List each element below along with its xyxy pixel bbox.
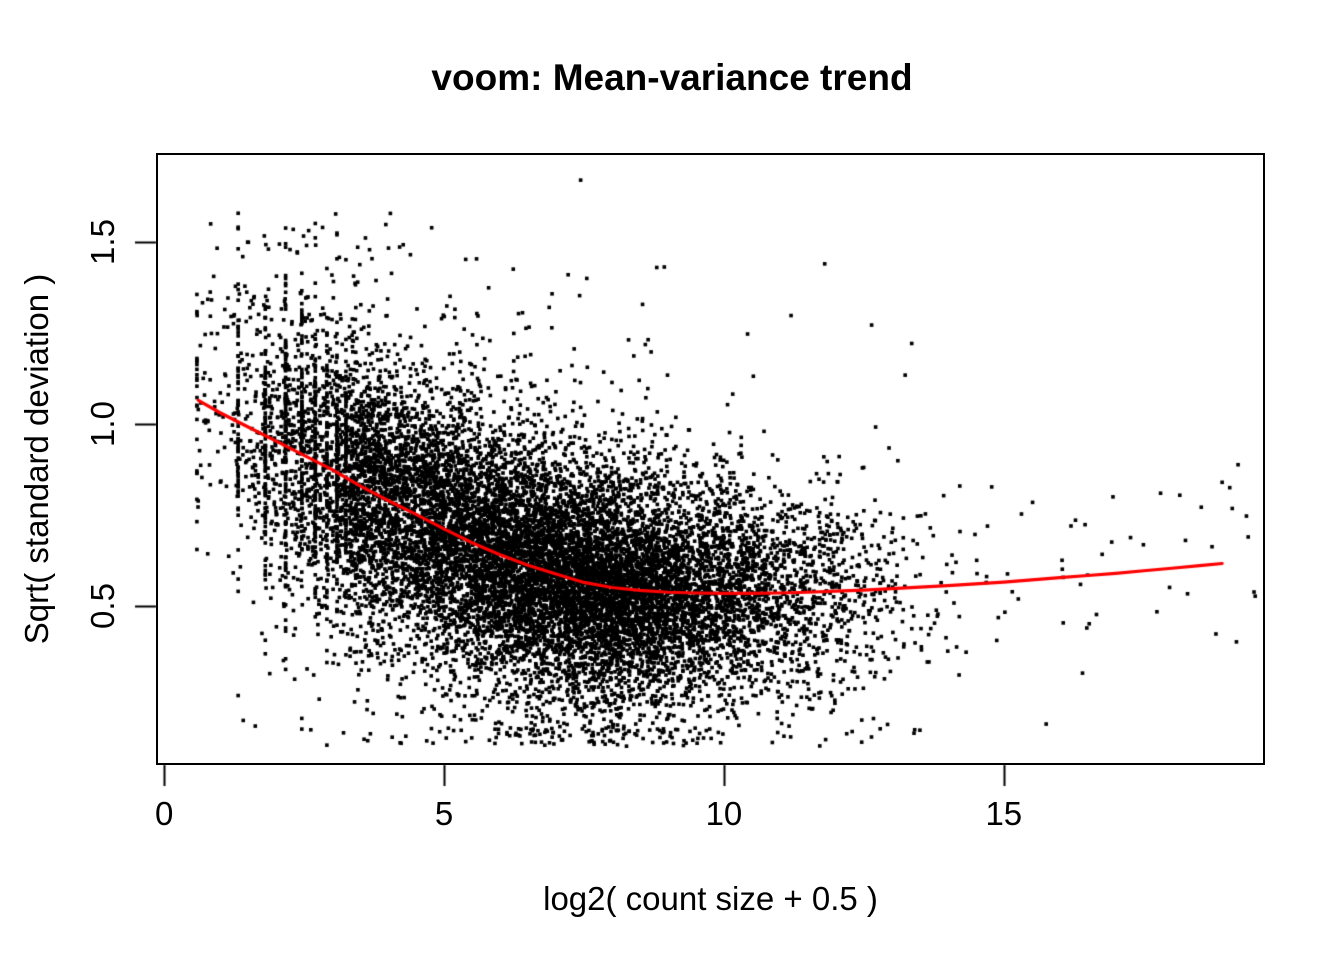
y-tick-label-1.0: 1.0 — [84, 401, 121, 447]
chart-title: voom: Mean-variance trend — [431, 57, 913, 98]
x-tick-label-10: 10 — [705, 795, 743, 832]
x-tick-label-0: 0 — [154, 795, 174, 832]
y-tick-label-1.5: 1.5 — [84, 219, 121, 265]
x-tick-label-15: 15 — [985, 795, 1023, 832]
x-tick-label-5: 5 — [434, 795, 454, 832]
y-axis-title: Sqrt( standard deviation ) — [18, 273, 55, 645]
x-axis-title: log2( count size + 0.5 ) — [543, 880, 878, 917]
y-tick-label-0.5: 0.5 — [84, 583, 121, 630]
